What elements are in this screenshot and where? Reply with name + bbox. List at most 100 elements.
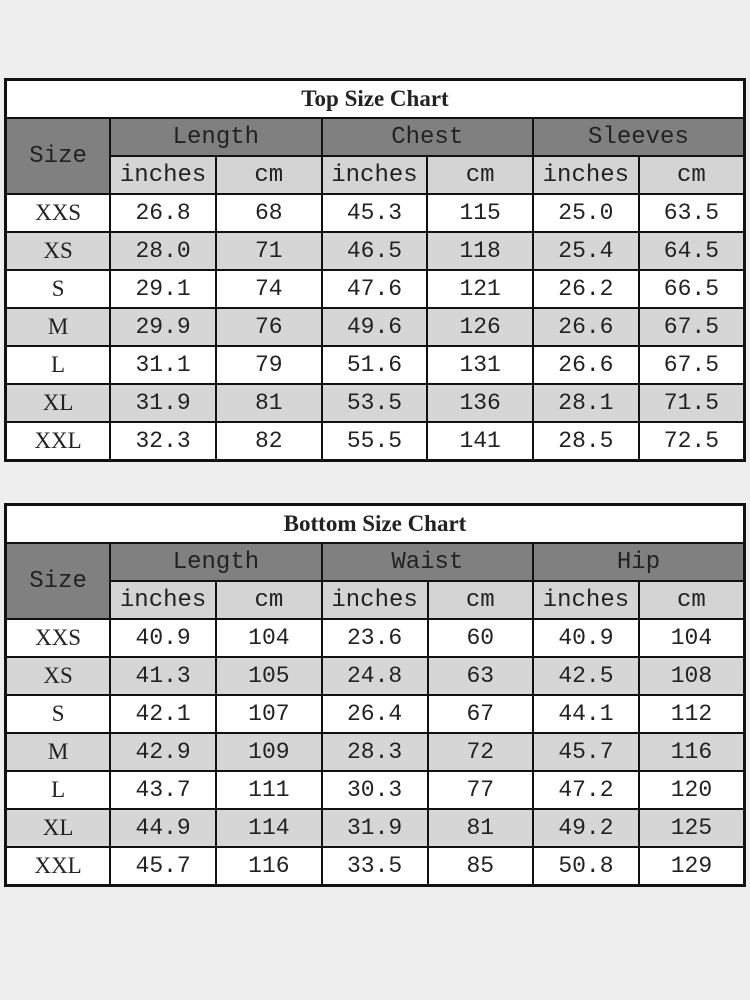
size-cell: XXS bbox=[4, 193, 112, 233]
unit-header-cm: cm bbox=[426, 155, 534, 195]
table-cell: 81 bbox=[215, 383, 323, 423]
table-cell: 112 bbox=[637, 694, 746, 734]
table-cell: 26.6 bbox=[531, 345, 640, 385]
table-cell: 23.6 bbox=[320, 618, 429, 658]
table-cell: 49.6 bbox=[320, 307, 429, 347]
table-row: XS 41.3 105 24.8 63 42.5 108 bbox=[4, 656, 746, 696]
table-cell: 24.8 bbox=[320, 656, 429, 696]
table-cell: 82 bbox=[215, 421, 323, 462]
table-cell: 121 bbox=[426, 269, 534, 309]
group-header-length: Length bbox=[109, 117, 323, 157]
table-cell: 107 bbox=[215, 694, 323, 734]
table-cell: 47.6 bbox=[320, 269, 429, 309]
table-row: XL 44.9 114 31.9 81 49.2 125 bbox=[4, 808, 746, 848]
table-cell: 105 bbox=[215, 656, 323, 696]
table-row: L 31.1 79 51.6 131 26.6 67.5 bbox=[4, 345, 746, 385]
unit-header-cm: cm bbox=[637, 155, 746, 195]
table-cell: 26.4 bbox=[320, 694, 429, 734]
size-header: Size bbox=[4, 117, 112, 195]
group-header-chest: Chest bbox=[320, 117, 534, 157]
table-cell: 28.5 bbox=[531, 421, 640, 462]
bottom-size-chart-table: Bottom Size Chart Size Length Waist Hip inche… bbox=[4, 503, 746, 887]
table-row: L 43.7 111 30.3 77 47.2 120 bbox=[4, 770, 746, 810]
table-cell: 44.1 bbox=[532, 694, 640, 734]
group-header-sleeves: Sleeves bbox=[531, 117, 746, 157]
table-row: M 29.9 76 49.6 126 26.6 67.5 bbox=[4, 307, 746, 347]
table-cell: 31.1 bbox=[109, 345, 218, 385]
title-row: Bottom Size Chart bbox=[4, 503, 746, 544]
table-cell: 28.0 bbox=[109, 231, 218, 271]
unit-header-row: inches cm inches cm inches cm bbox=[6, 155, 746, 195]
table-cell: 25.4 bbox=[531, 231, 640, 271]
group-header-row: Size Length Chest Sleeves bbox=[4, 117, 746, 195]
table-cell: 125 bbox=[637, 808, 746, 848]
table-cell: 141 bbox=[426, 421, 534, 462]
table-cell: 115 bbox=[426, 193, 534, 233]
table-cell: 42.9 bbox=[109, 732, 218, 772]
table-row: XL 31.9 81 53.5 136 28.1 71.5 bbox=[4, 383, 746, 423]
table-cell: 51.6 bbox=[320, 345, 429, 385]
table-cell: 67 bbox=[426, 694, 535, 734]
unit-header-inches: inches bbox=[532, 580, 640, 620]
unit-header-inches: inches bbox=[531, 155, 640, 195]
table-cell: 68 bbox=[215, 193, 323, 233]
table-cell: 47.2 bbox=[532, 770, 640, 810]
table-cell: 116 bbox=[637, 732, 746, 772]
table-cell: 85 bbox=[426, 846, 535, 887]
table-cell: 33.5 bbox=[320, 846, 429, 887]
table-cell: 26.6 bbox=[531, 307, 640, 347]
table-cell: 72.5 bbox=[637, 421, 746, 462]
table-row: XXS 40.9 104 23.6 60 40.9 104 bbox=[4, 618, 746, 658]
unit-header-inches: inches bbox=[320, 580, 429, 620]
table-cell: 104 bbox=[215, 618, 323, 658]
table-cell: 60 bbox=[426, 618, 535, 658]
table-row: XXL 32.3 82 55.5 141 28.5 72.5 bbox=[4, 421, 746, 462]
top-size-chart-table: Top Size Chart Size Length Chest Sleeves inch… bbox=[4, 78, 746, 462]
unit-header-inches: inches bbox=[320, 155, 429, 195]
table-title: Bottom Size Chart bbox=[4, 503, 746, 544]
size-cell: M bbox=[4, 732, 112, 772]
table-cell: 64.5 bbox=[637, 231, 746, 271]
table-row: S 42.1 107 26.4 67 44.1 112 bbox=[4, 694, 746, 734]
table-cell: 32.3 bbox=[109, 421, 218, 462]
table-cell: 46.5 bbox=[320, 231, 429, 271]
table-cell: 126 bbox=[426, 307, 534, 347]
table-cell: 29.1 bbox=[109, 269, 218, 309]
size-cell: XXL bbox=[4, 421, 112, 462]
table-cell: 45.7 bbox=[109, 846, 218, 887]
table-title: Top Size Chart bbox=[4, 78, 746, 119]
size-cell: S bbox=[4, 269, 112, 309]
table-cell: 40.9 bbox=[532, 618, 640, 658]
size-cell: XXS bbox=[4, 618, 112, 658]
table-cell: 116 bbox=[215, 846, 323, 887]
table-cell: 74 bbox=[215, 269, 323, 309]
table-cell: 76 bbox=[215, 307, 323, 347]
table-cell: 108 bbox=[637, 656, 746, 696]
table-cell: 45.3 bbox=[320, 193, 429, 233]
table-cell: 71.5 bbox=[637, 383, 746, 423]
table-cell: 29.9 bbox=[109, 307, 218, 347]
size-cell: S bbox=[4, 694, 112, 734]
table-cell: 79 bbox=[215, 345, 323, 385]
table-cell: 77 bbox=[426, 770, 535, 810]
size-cell: XS bbox=[4, 656, 112, 696]
table-cell: 45.7 bbox=[532, 732, 640, 772]
group-header-row: Size Length Waist Hip bbox=[4, 542, 746, 620]
table-row: M 42.9 109 28.3 72 45.7 116 bbox=[4, 732, 746, 772]
unit-header-cm: cm bbox=[637, 580, 746, 620]
group-header-hip: Hip bbox=[532, 542, 746, 582]
size-cell: XXL bbox=[4, 846, 112, 887]
size-cell: M bbox=[4, 307, 112, 347]
title-row: Top Size Chart bbox=[4, 78, 746, 119]
table-cell: 28.3 bbox=[320, 732, 429, 772]
table-cell: 63 bbox=[426, 656, 535, 696]
table-row: XXL 45.7 116 33.5 85 50.8 129 bbox=[4, 846, 746, 887]
group-header-waist: Waist bbox=[320, 542, 535, 582]
table-cell: 26.2 bbox=[531, 269, 640, 309]
table-row: S 29.1 74 47.6 121 26.2 66.5 bbox=[4, 269, 746, 309]
table-cell: 41.3 bbox=[109, 656, 218, 696]
table-cell: 50.8 bbox=[532, 846, 640, 887]
size-cell: L bbox=[4, 770, 112, 810]
size-cell: XL bbox=[4, 808, 112, 848]
table-row: XS 28.0 71 46.5 118 25.4 64.5 bbox=[4, 231, 746, 271]
